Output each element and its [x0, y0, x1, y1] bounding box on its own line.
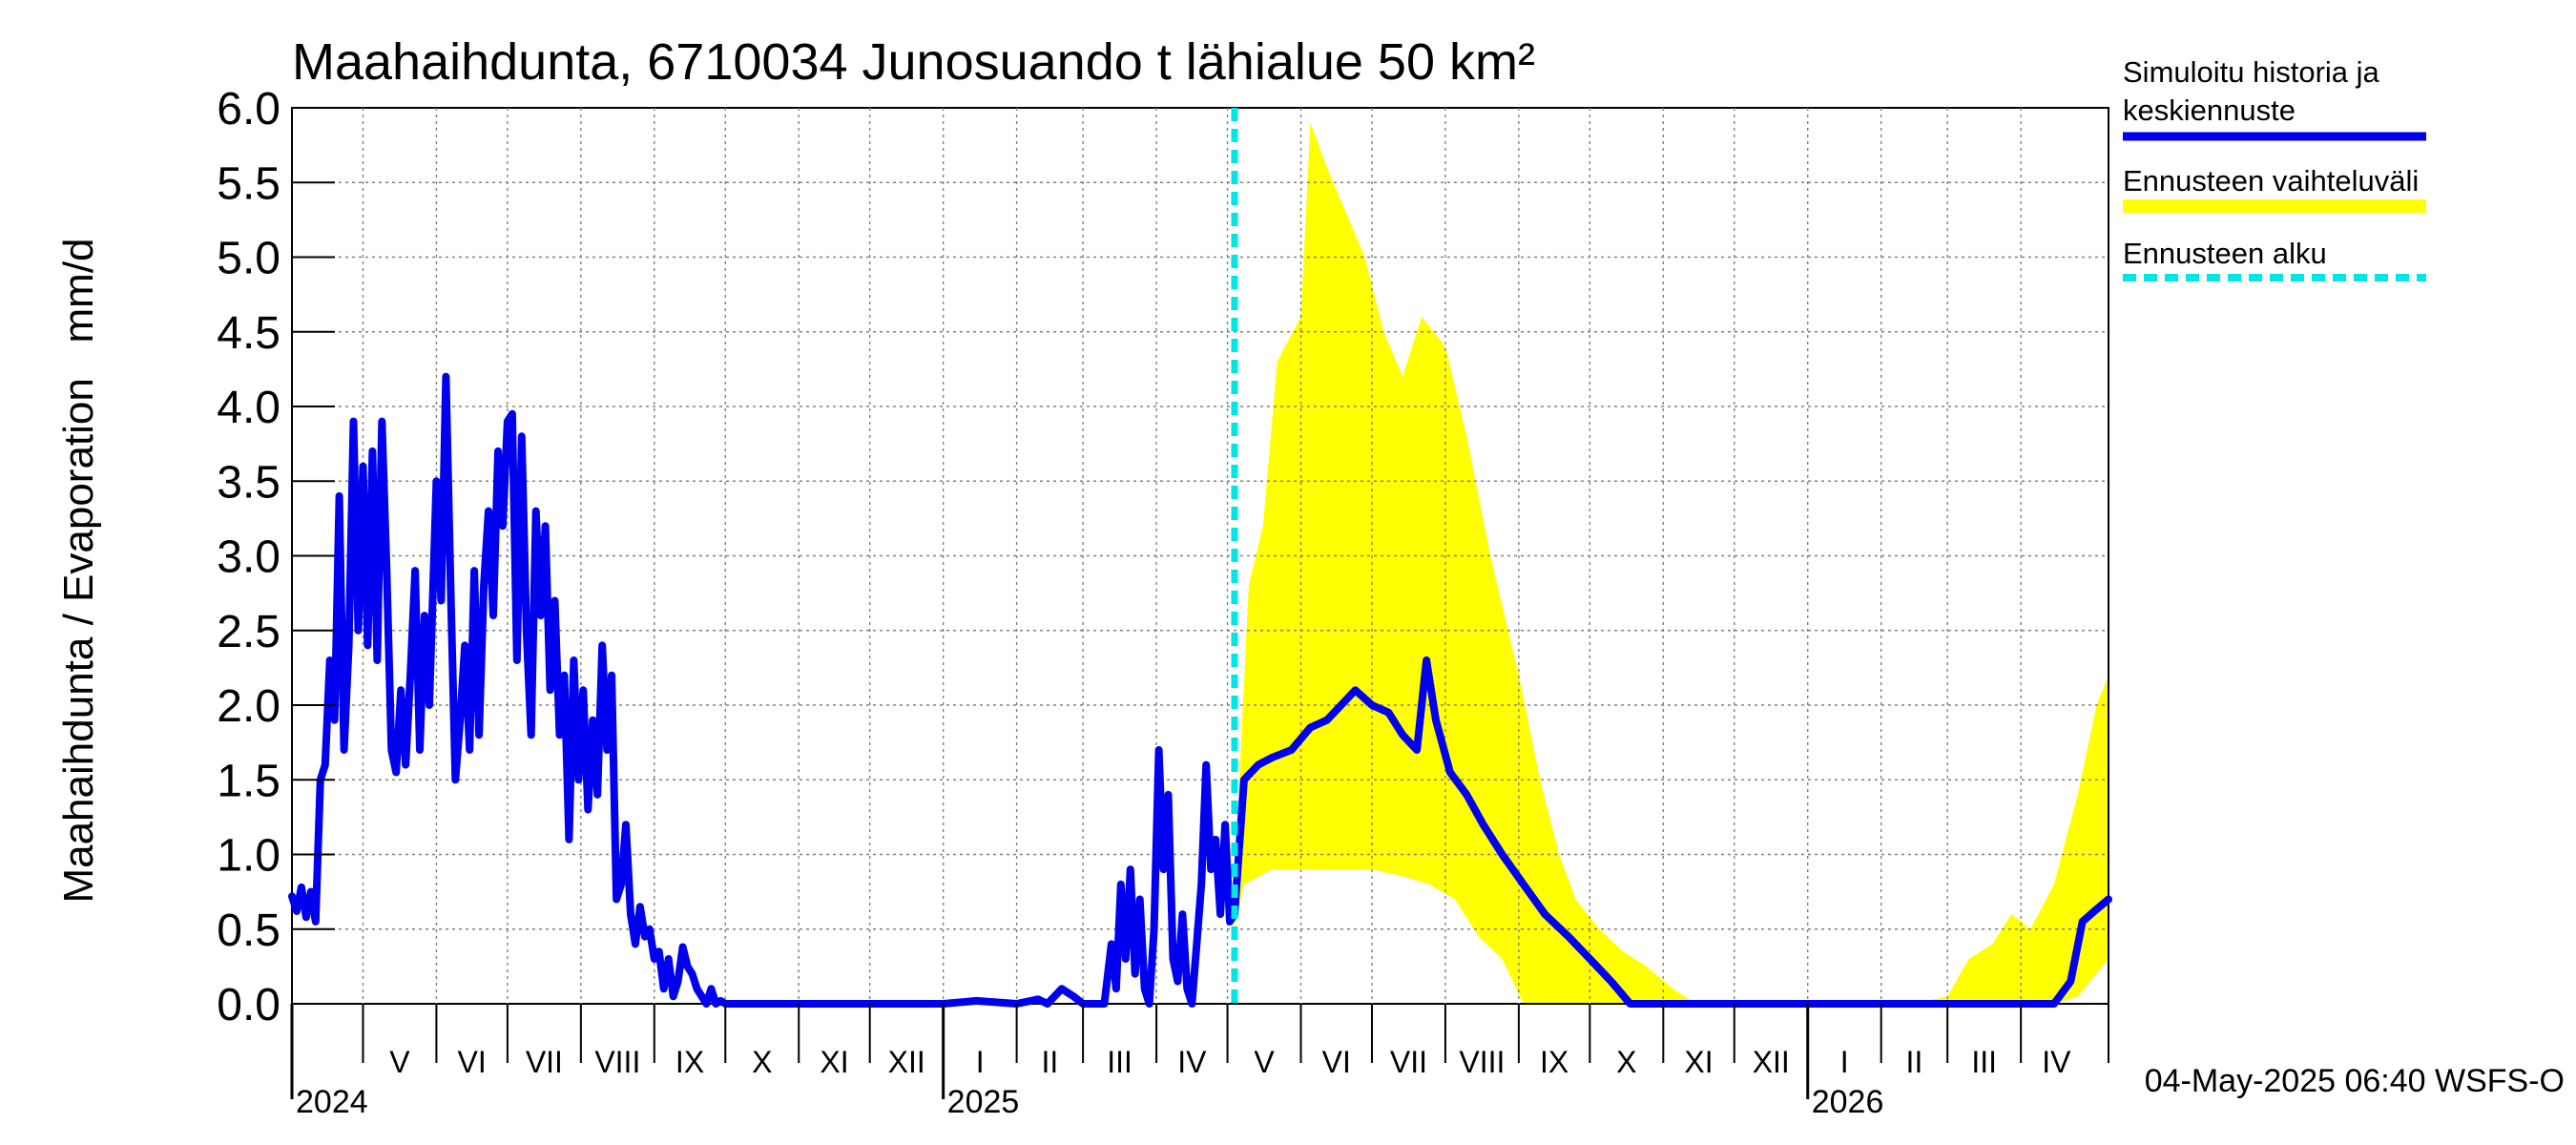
- month-label: IV: [1177, 1045, 1207, 1079]
- month-label: VII: [1390, 1045, 1427, 1079]
- chart-title: Maahaihdunta, 6710034 Junosuando t lähia…: [292, 33, 1535, 91]
- y-tick-label: 6.0: [217, 84, 280, 135]
- y-tick-label: 3.0: [217, 532, 280, 583]
- y-tick-label: 2.0: [217, 681, 280, 732]
- y-tick-label: 3.5: [217, 457, 280, 508]
- legend: Simuloitu historia ja keskiennuste Ennuste…: [2123, 55, 2426, 281]
- y-tick-label: 1.0: [217, 831, 280, 882]
- month-label: X: [1616, 1045, 1636, 1079]
- legend-label: Simuloitu historia ja: [2123, 55, 2380, 89]
- axis-layer: 0.0 0.5 1.0 1.5 2.0 2.5 3.0 3.5 4.0 4.5 5.0 5.5 6.0 V…: [217, 84, 2109, 1120]
- month-label: I: [976, 1045, 985, 1079]
- month-label: VI: [458, 1045, 487, 1079]
- forecast-band-layer: [1235, 122, 2109, 1005]
- month-label: V: [1254, 1045, 1275, 1079]
- month-label: I: [1840, 1045, 1849, 1079]
- month-label: VIII: [1459, 1045, 1505, 1079]
- year-label: 2024: [296, 1084, 368, 1120]
- y-tick-label: 2.5: [217, 607, 280, 657]
- month-label: X: [752, 1045, 772, 1079]
- y-tick-label: 5.5: [217, 158, 280, 209]
- y-axis-label: Maahaihdunta / Evaporation mm/d: [55, 238, 102, 903]
- footer-timestamp: 04-May-2025 06:40 WSFS-O: [2145, 1063, 2565, 1099]
- mean-forecast-line: [1231, 656, 2112, 1008]
- month-label: IX: [675, 1045, 704, 1079]
- y-tick-label: 0.0: [217, 980, 280, 1030]
- forecast-range-band: [1235, 122, 2109, 1005]
- month-label: XI: [1684, 1045, 1713, 1079]
- y-tick-label: 0.5: [217, 906, 280, 956]
- month-label: IX: [1540, 1045, 1568, 1079]
- month-label: XII: [888, 1045, 925, 1079]
- y-tick-label: 1.5: [217, 756, 280, 806]
- month-label: II: [1906, 1045, 1923, 1079]
- month-label: III: [1107, 1045, 1132, 1079]
- month-label: III: [1971, 1045, 1997, 1079]
- y-tick-label: 4.5: [217, 308, 280, 359]
- year-label: 2025: [947, 1084, 1020, 1120]
- month-label: VII: [526, 1045, 563, 1079]
- month-label: XII: [1753, 1045, 1790, 1079]
- month-label: XI: [820, 1045, 848, 1079]
- legend-label: Ennusteen alku: [2123, 237, 2327, 270]
- y-tick-label: 4.0: [217, 383, 280, 433]
- series-layer: [288, 108, 2112, 1008]
- y-tick-label: 5.0: [217, 234, 280, 284]
- month-label: II: [1041, 1045, 1058, 1079]
- month-label: VIII: [594, 1045, 640, 1079]
- month-label: V: [389, 1045, 410, 1079]
- month-label: IV: [2042, 1045, 2071, 1079]
- year-label: 2026: [1812, 1084, 1884, 1120]
- simulated-history-line: [288, 372, 1238, 1008]
- legend-label: Ennusteen vaihteluväli: [2123, 164, 2419, 198]
- month-label: VI: [1322, 1045, 1351, 1079]
- legend-label: keskiennuste: [2123, 94, 2296, 127]
